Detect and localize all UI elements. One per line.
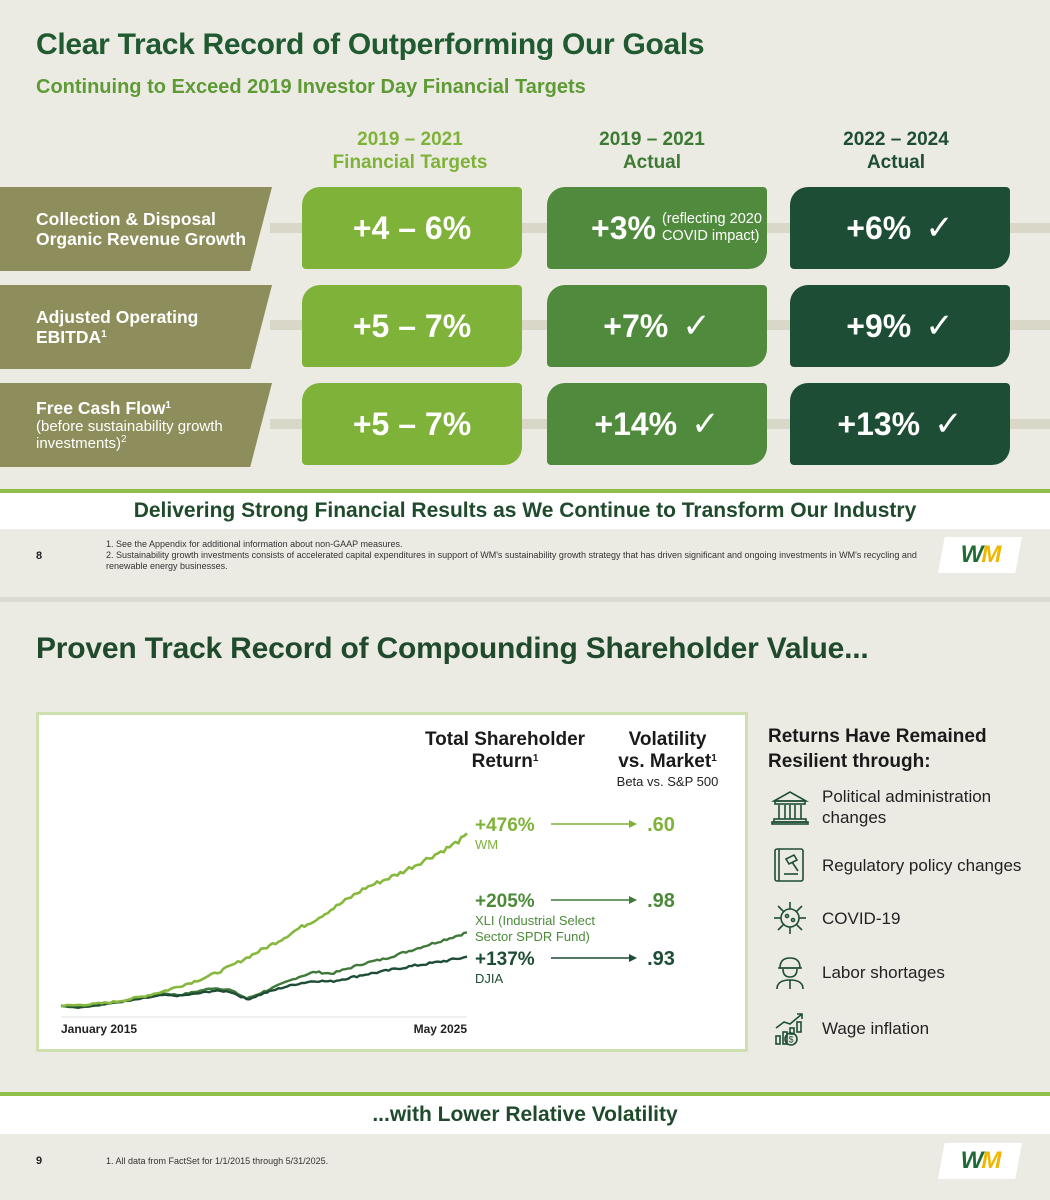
check-icon: ✓ xyxy=(934,405,963,443)
arrow-head xyxy=(629,896,637,904)
x-tick-label-end: May 2025 xyxy=(414,1022,468,1036)
gavel-book-icon xyxy=(774,848,804,882)
page-title: Clear Track Record of Outperforming Our … xyxy=(36,28,705,61)
footnote: 1. All data from FactSet for 1/1/2015 th… xyxy=(106,1156,329,1166)
series-name-label: WM xyxy=(475,837,498,852)
beta-value-label: .98 xyxy=(647,890,675,912)
page-subtitle: Continuing to Exceed 2019 Investor Day F… xyxy=(36,76,586,98)
check-icon: ✓ xyxy=(925,209,954,247)
cell-actual-2019-ebitda: +7% ✓ xyxy=(547,285,767,367)
column-header-actual-2022: 2022 – 2024 Actual xyxy=(843,129,949,173)
capitol-building-icon xyxy=(770,791,810,825)
cell-target-organic-revenue: +4 – 6% xyxy=(302,187,522,269)
series-line-wm xyxy=(60,832,468,1008)
beta-value-label: .60 xyxy=(647,814,675,836)
resilient-item: Labor shortages xyxy=(770,952,1040,992)
chart-header-beta: Beta vs. S&P 500 xyxy=(616,774,719,789)
series-name-label: Sector SPDR Fund) xyxy=(475,929,590,944)
cell-actual-2022-ebitda: +9% ✓ xyxy=(790,285,1010,367)
arrow-head xyxy=(629,820,637,828)
check-icon: ✓ xyxy=(682,307,711,345)
row-label-free-cash-flow: Free Cash Flow1 (before sustainability g… xyxy=(0,383,272,467)
series-name-label: XLI (Industrial Select xyxy=(475,913,595,928)
resilient-title: Returns Have Remained Resilient through: xyxy=(768,726,987,772)
covid-note: (reflecting 2020 COVID impact) xyxy=(661,211,762,244)
check-icon: ✓ xyxy=(691,405,720,443)
chart-header-tsr: Total Shareholder Return1 xyxy=(424,729,586,772)
slide-divider xyxy=(0,597,1050,602)
check-icon: ✓ xyxy=(925,307,954,345)
series-line-djia xyxy=(60,955,468,1009)
page-title: Proven Track Record of Compounding Share… xyxy=(36,632,869,665)
page-number: 8 xyxy=(36,550,43,562)
column-header-targets: 2019 – 2021 Financial Targets xyxy=(332,129,488,173)
resilient-item: $ Wage inflation xyxy=(770,1008,1040,1048)
row-label-ebitda: Adjusted Operating EBITDA1 xyxy=(0,285,272,369)
money-growth-icon: $ xyxy=(775,1013,803,1046)
cell-actual-2019-organic-revenue: +3% (reflecting 2020 COVID impact) xyxy=(547,187,767,269)
series-line-xli xyxy=(60,931,468,1010)
cell-target-free-cash-flow: +5 – 7% xyxy=(302,383,522,465)
resilient-item: Regulatory policy changes xyxy=(770,845,1040,885)
cell-actual-2022-free-cash-flow: +13% ✓ xyxy=(790,383,1010,465)
row-label-organic-revenue: Collection & Disposal Organic Revenue Gr… xyxy=(0,187,272,271)
footnote-1: 1. See the Appendix for additional infor… xyxy=(106,539,403,549)
series-return-label: +476% xyxy=(475,815,535,836)
banner-slide9: ...with Lower Relative Volatility xyxy=(0,1092,1050,1134)
banner-slide8: Delivering Strong Financial Results as W… xyxy=(0,489,1050,529)
x-tick-label-start: January 2015 xyxy=(61,1022,137,1036)
svg-text:$: $ xyxy=(788,1035,793,1045)
footnotes: 1. See the Appendix for additional infor… xyxy=(106,539,926,572)
page-number: 9 xyxy=(36,1155,43,1167)
series-return-label: +137% xyxy=(475,949,535,970)
cell-target-ebitda: +5 – 7% xyxy=(302,285,522,367)
series-return-label: +205% xyxy=(475,891,535,912)
hardhat-worker-icon xyxy=(776,957,804,990)
chart-header-volatility: Volatility vs. Market1 xyxy=(618,729,717,772)
cell-actual-2022-organic-revenue: +6% ✓ xyxy=(790,187,1010,269)
footnote-2: 2. Sustainability growth investments con… xyxy=(106,550,917,571)
tsr-line-chart: January 2015 May 2025 +476%WM .60 +205%XLI (… xyxy=(60,814,675,1036)
virus-icon xyxy=(774,902,806,934)
resilient-item: Political administration changes xyxy=(770,786,1040,828)
resilient-item: COVID-19 xyxy=(770,898,1040,938)
beta-value-label: .93 xyxy=(647,948,675,970)
column-header-actual-2019: 2019 – 2021 Actual xyxy=(599,129,705,173)
series-name-label: DJIA xyxy=(475,971,504,986)
arrow-head xyxy=(629,954,637,962)
cell-actual-2019-free-cash-flow: +14% ✓ xyxy=(547,383,767,465)
